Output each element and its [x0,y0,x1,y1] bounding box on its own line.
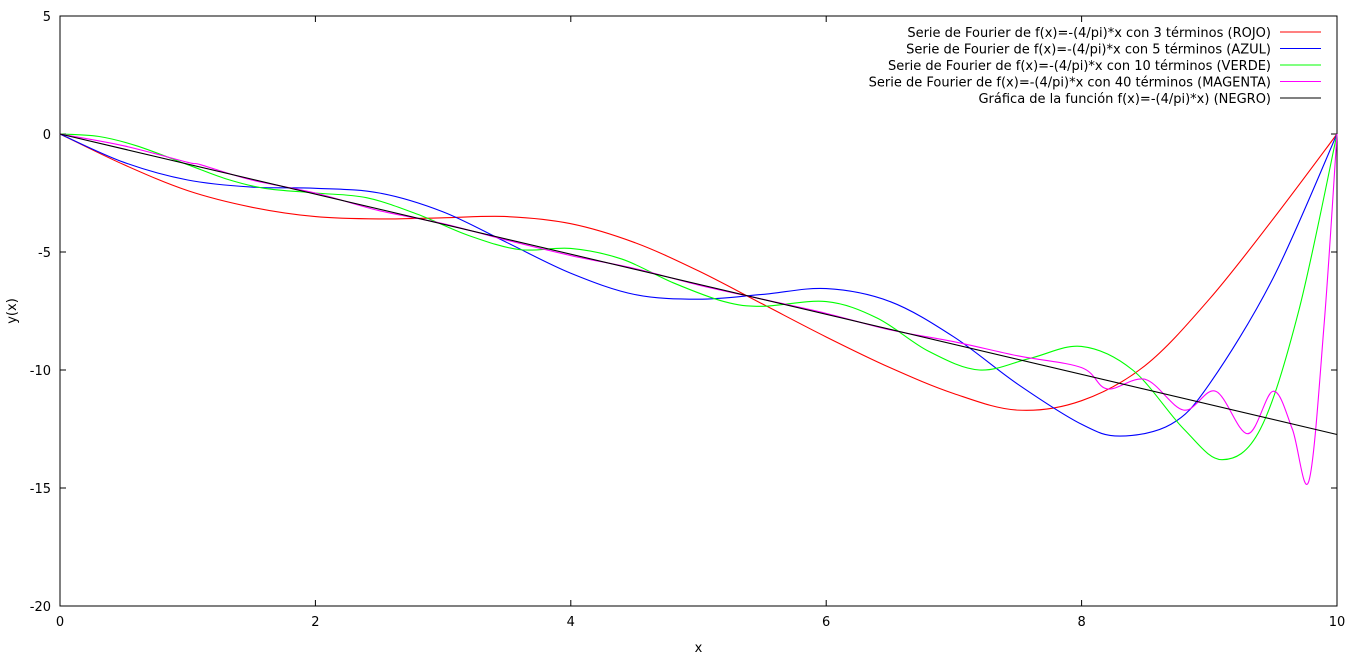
legend-label: Serie de Fourier de f(x)=-(4/pi)*x con 1… [888,59,1271,74]
x-tick-label: 2 [311,615,319,630]
y-tick-label: -10 [30,364,51,379]
x-tick-label: 6 [822,615,830,630]
y-tick-label: -15 [30,482,51,497]
series-line-10-terms [59,133,1338,461]
y-tick-label: -20 [30,600,51,615]
legend-label: Serie de Fourier de f(x)=-(4/pi)*x con 5… [906,43,1271,58]
function-line [59,133,1338,436]
legend-label: Gráfica de la función f(x)=-(4/pi)*x) (N… [978,92,1271,107]
x-tick-label: 8 [1077,615,1085,630]
y-tick-label: 5 [43,10,51,25]
y-tick-label: 0 [43,128,51,143]
x-tick-label: 0 [56,615,64,630]
plot-frame [59,15,1338,607]
legend-label: Serie de Fourier de f(x)=-(4/pi)*x con 4… [869,76,1271,91]
x-tick-label: 10 [1329,615,1346,630]
y-tick-label: -5 [38,246,51,261]
y-axis-label: y(x) [5,298,20,324]
legend-label: Serie de Fourier de f(x)=-(4/pi)*x con 3… [907,26,1271,41]
x-axis-label: x [695,641,703,656]
x-tick-label: 4 [567,615,575,630]
series-line-3-terms [59,133,1338,411]
